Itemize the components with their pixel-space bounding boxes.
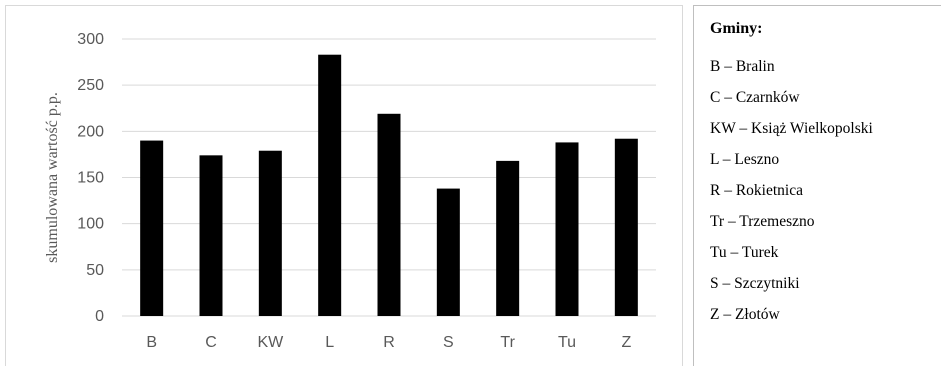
y-tick-label-250: 250	[77, 77, 104, 94]
legend-item-b: B – Bralin	[710, 58, 775, 75]
legend-item-kw: KW – Książ Wielkopolski	[710, 120, 873, 137]
legend-item-s: S – Szczytniki	[710, 275, 800, 292]
x-tick-label-tr: Tr	[500, 334, 515, 351]
bar-tr	[496, 160, 520, 316]
bar-l	[318, 54, 342, 317]
bar-c	[199, 155, 223, 316]
y-tick-label-0: 0	[95, 308, 104, 325]
y-tick-label-50: 50	[86, 262, 104, 279]
chart-area: 0 50 100 150 200 250 300 skumulowana wartość p.…	[5, 5, 683, 366]
x-tick-label-s: S	[443, 334, 454, 351]
x-tick-label-kw: KW	[257, 334, 284, 351]
legend-item-tr: Tr – Trzemeszno	[710, 213, 815, 230]
y-axis-label: skumulowana wartość p.p.	[44, 92, 61, 263]
legend-item-z: Z – Złotów	[710, 306, 780, 323]
x-tick-label-l: L	[325, 334, 334, 351]
legend-item-l: L – Leszno	[710, 151, 780, 168]
legend-title: Gminy:	[710, 20, 763, 37]
x-tick-label-z: Z	[621, 334, 631, 351]
legend-item-r: R – Rokietnica	[710, 182, 803, 199]
x-tick-label-tu: Tu	[558, 334, 576, 351]
bar-s	[436, 188, 460, 316]
legend-item-tu: Tu – Turek	[710, 244, 779, 261]
y-tick-label-300: 300	[77, 31, 104, 48]
legend-item-c: C – Czarnków	[710, 89, 800, 106]
bar-z	[614, 138, 638, 316]
bar-kw	[258, 150, 282, 316]
y-tick-label-200: 200	[77, 123, 104, 140]
bar-b	[140, 140, 164, 316]
y-tick-label-100: 100	[77, 216, 104, 233]
bar-tu	[555, 142, 579, 316]
x-tick-label-c: C	[205, 334, 217, 351]
bar-chart: 0 50 100 150 200 250 300 skumulowana wartość p.…	[44, 31, 656, 351]
y-tick-label-150: 150	[77, 170, 104, 187]
x-tick-label-b: B	[146, 334, 157, 351]
legend-panel: Gminy: B – Bralin C – Czarnków KW – Ksią…	[693, 5, 941, 366]
bar-r	[377, 113, 401, 316]
x-tick-label-r: R	[383, 334, 395, 351]
